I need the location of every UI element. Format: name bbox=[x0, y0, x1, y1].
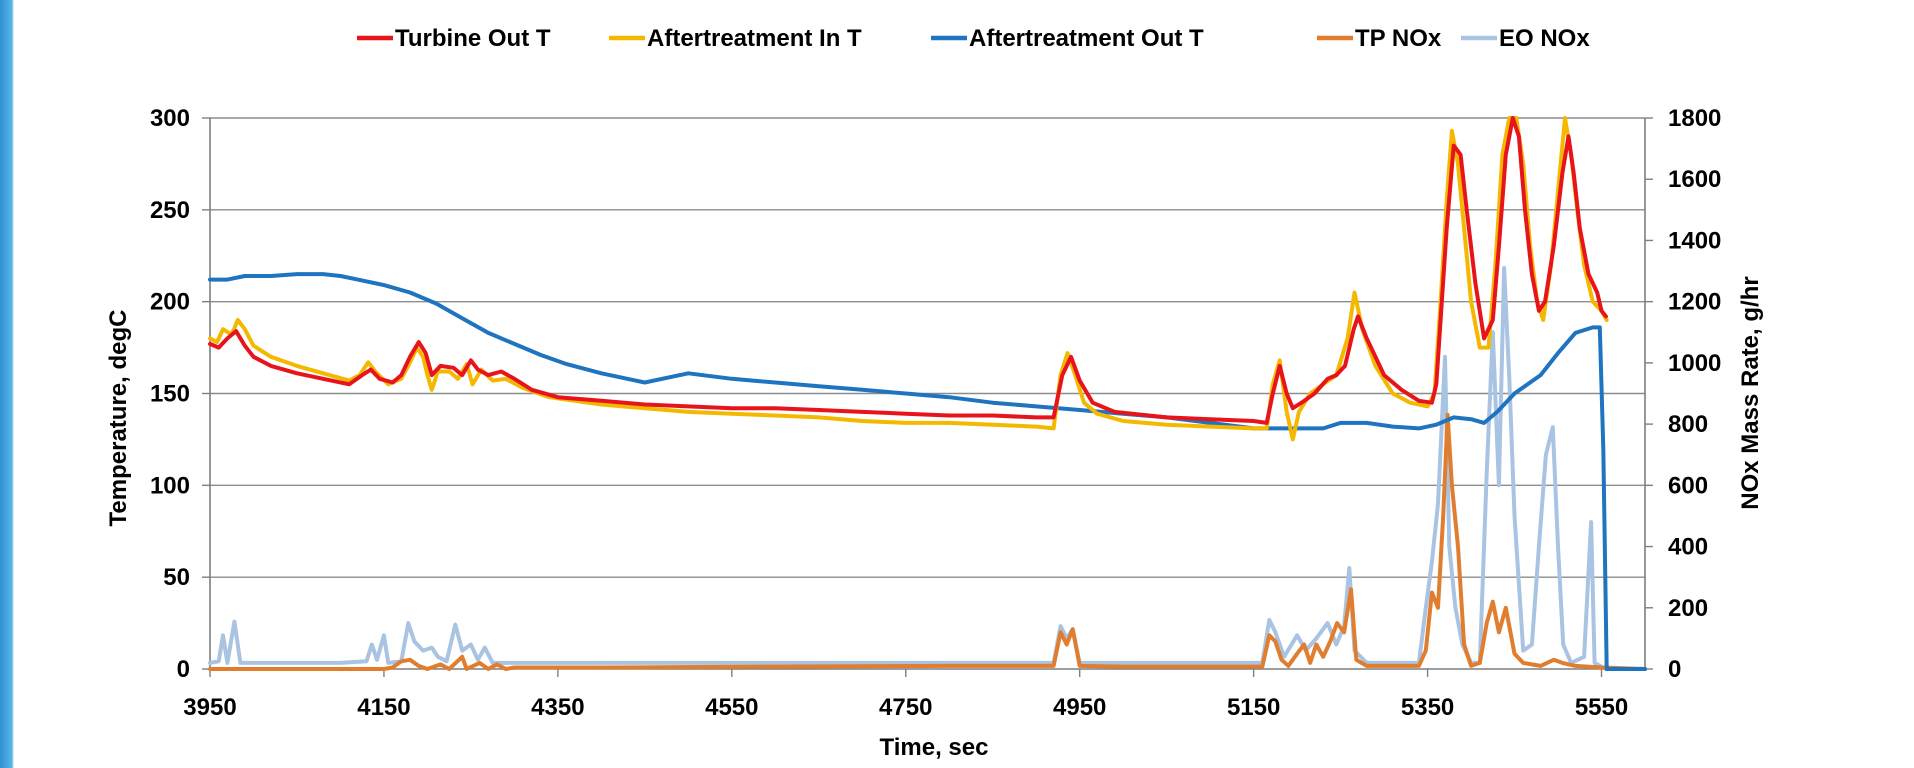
x-tick-label: 5150 bbox=[1227, 694, 1280, 721]
x-tick-label: 4750 bbox=[879, 694, 932, 721]
legend-label: TP NOx bbox=[1355, 25, 1442, 52]
legend-label: Aftertreatment Out T bbox=[969, 25, 1204, 52]
y2-tick-label: 1800 bbox=[1668, 105, 1721, 132]
y-tick-label: 50 bbox=[163, 564, 190, 591]
series-lines bbox=[208, 116, 1647, 671]
y2-tick-label: 1400 bbox=[1668, 227, 1721, 254]
legend-label: EO NOx bbox=[1499, 25, 1590, 52]
y-tick-label: 200 bbox=[150, 289, 190, 316]
grid-lines bbox=[210, 117, 1645, 578]
x-tick-label: 5550 bbox=[1575, 694, 1628, 721]
y2-tick-label: 800 bbox=[1668, 411, 1708, 438]
y2-axis-title: NOx Mass Rate, g/hr bbox=[1737, 276, 1764, 509]
chart-panel: 0 50 100 150 200 250 300 0 200 400 600 800 1000 1200 1… bbox=[14, 8, 1914, 768]
x-axis-title: Time, sec bbox=[880, 734, 989, 761]
x-tick-label: 5350 bbox=[1401, 694, 1454, 721]
y2-tick-label: 400 bbox=[1668, 534, 1708, 561]
series-line-aftertreatment-out-t bbox=[208, 272, 1647, 671]
y2-tick-label: 200 bbox=[1668, 595, 1708, 622]
series-line-turbine-out-t bbox=[208, 116, 1608, 425]
y-tick-label: 0 bbox=[177, 656, 190, 683]
series-line-eo-nox bbox=[208, 266, 1647, 671]
y-tick-label: 250 bbox=[150, 197, 190, 224]
legend-label: Aftertreatment In T bbox=[647, 25, 862, 52]
x-tick-label: 4950 bbox=[1053, 694, 1106, 721]
series-line-tp-nox bbox=[208, 412, 1647, 671]
x-tick-label: 4550 bbox=[705, 694, 758, 721]
y-tick-label: 300 bbox=[150, 105, 190, 132]
legend-label: Turbine Out T bbox=[395, 25, 551, 52]
y-tick-label: 150 bbox=[150, 381, 190, 408]
x-tick-label: 3950 bbox=[183, 694, 236, 721]
y2-tick-label: 1000 bbox=[1668, 350, 1721, 377]
y2-tick-label: 1600 bbox=[1668, 166, 1721, 193]
y2-tick-label: 1200 bbox=[1668, 289, 1721, 316]
x-tick-label: 4150 bbox=[357, 694, 410, 721]
y2-tick-label: 0 bbox=[1668, 656, 1681, 683]
series-line-aftertreatment-in-t bbox=[208, 116, 1609, 442]
y-axis-title: Temperature, degC bbox=[105, 310, 132, 527]
y-tick-label: 100 bbox=[150, 472, 190, 499]
legend: Turbine Out T Aftertreatment In T Aftertre… bbox=[357, 25, 1590, 52]
y2-tick-label: 600 bbox=[1668, 472, 1708, 499]
x-tick-label: 4350 bbox=[531, 694, 584, 721]
axes: 0 50 100 150 200 250 300 0 200 400 600 800 1000 1200 1… bbox=[150, 105, 1721, 721]
chart: 0 50 100 150 200 250 300 0 200 400 600 800 1000 1200 1… bbox=[105, 25, 1764, 761]
